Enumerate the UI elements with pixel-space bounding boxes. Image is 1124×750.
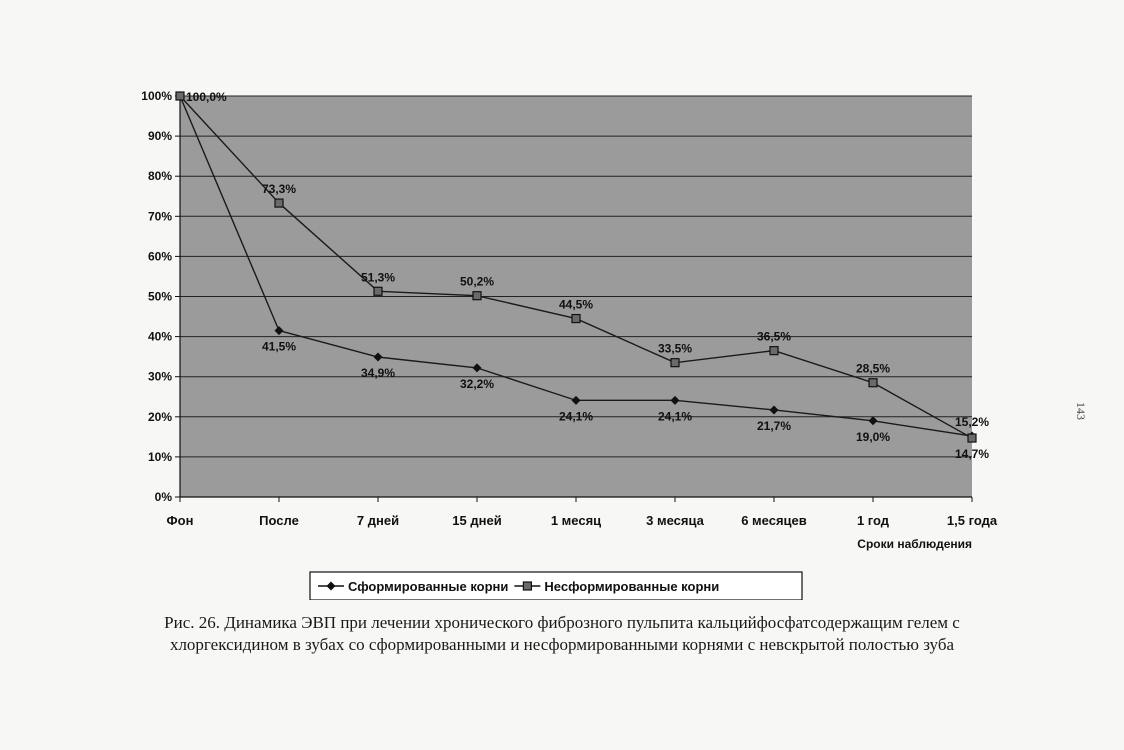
data-label: 41,5% bbox=[262, 340, 296, 354]
x-axis-title: Сроки наблюдения bbox=[857, 537, 972, 551]
data-point bbox=[770, 347, 778, 355]
x-tick-label: 7 дней bbox=[357, 513, 399, 528]
data-label: 24,1% bbox=[658, 409, 692, 423]
data-point bbox=[869, 379, 877, 387]
data-label: 36,5% bbox=[757, 330, 791, 344]
y-tick-label: 10% bbox=[148, 450, 172, 464]
y-tick-label: 20% bbox=[148, 410, 172, 424]
y-tick-label: 50% bbox=[148, 290, 172, 304]
data-label: 73,3% bbox=[262, 182, 296, 196]
figure-caption: Рис. 26. Динамика ЭВП при лечении хронич… bbox=[60, 612, 1064, 656]
x-tick-label: Фон bbox=[167, 513, 194, 528]
x-tick-label: 1,5 года bbox=[947, 513, 998, 528]
data-point bbox=[572, 315, 580, 323]
data-label: 19,0% bbox=[856, 430, 890, 444]
data-point bbox=[671, 359, 679, 367]
data-label: 21,7% bbox=[757, 419, 791, 433]
x-tick-label: 1 месяц bbox=[551, 513, 601, 528]
page-number: 143 bbox=[1073, 402, 1088, 420]
y-tick-label: 80% bbox=[148, 169, 172, 183]
data-label: 50,2% bbox=[460, 275, 494, 289]
data-point bbox=[176, 92, 184, 100]
y-tick-label: 90% bbox=[148, 129, 172, 143]
y-tick-label: 40% bbox=[148, 330, 172, 344]
data-label: 100,0% bbox=[186, 90, 227, 104]
x-tick-label: 3 месяца bbox=[646, 513, 704, 528]
data-point bbox=[473, 292, 481, 300]
caption-line-2: хлоргексидином в зубах со сформированным… bbox=[60, 634, 1064, 656]
data-label: 44,5% bbox=[559, 298, 593, 312]
y-tick-label: 60% bbox=[148, 249, 172, 263]
x-tick-label: После bbox=[259, 513, 299, 528]
y-tick-label: 0% bbox=[155, 490, 173, 504]
legend-label: Сформированные корни bbox=[348, 579, 508, 594]
data-label: 34,9% bbox=[361, 366, 395, 380]
data-point bbox=[374, 287, 382, 295]
data-label: 51,3% bbox=[361, 270, 395, 284]
data-label: 15,2% bbox=[955, 415, 989, 429]
data-point bbox=[968, 434, 976, 442]
y-tick-label: 30% bbox=[148, 370, 172, 384]
y-tick-label: 70% bbox=[148, 209, 172, 223]
legend-label: Несформированные корни bbox=[544, 579, 719, 594]
x-tick-label: 6 месяцев bbox=[741, 513, 807, 528]
data-label: 14,7% bbox=[955, 447, 989, 461]
x-tick-label: 1 год bbox=[857, 513, 890, 528]
legend-marker bbox=[523, 582, 531, 590]
x-tick-label: 15 дней bbox=[452, 513, 501, 528]
data-label: 32,2% bbox=[460, 377, 494, 391]
line-chart: 0% 10% 20% 30% 40% 50% 60% 70% 80% 90% 100% Фон Посл… bbox=[0, 0, 1124, 600]
caption-line-1: Рис. 26. Динамика ЭВП при лечении хронич… bbox=[60, 612, 1064, 634]
data-label: 24,1% bbox=[559, 409, 593, 423]
data-label: 33,5% bbox=[658, 342, 692, 356]
y-tick-label: 100% bbox=[141, 89, 172, 103]
data-point bbox=[275, 199, 283, 207]
data-label: 28,5% bbox=[856, 362, 890, 376]
